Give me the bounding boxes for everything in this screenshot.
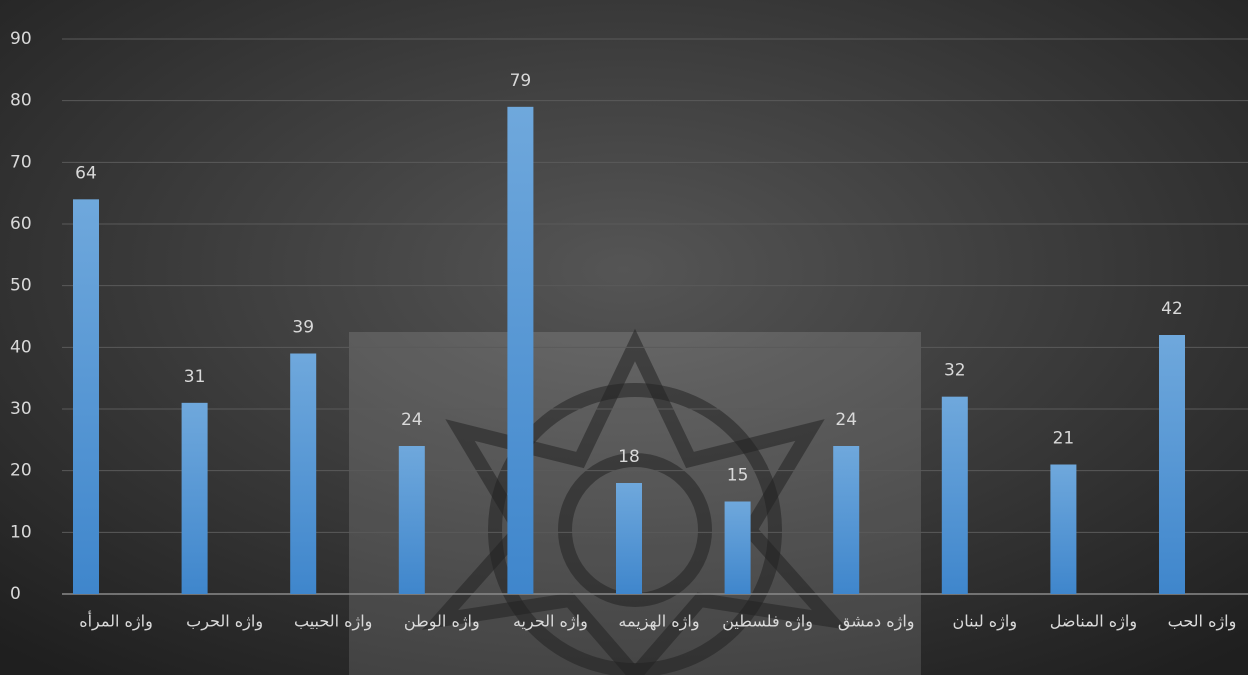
- x-tick-label: واژه الهزيمه: [618, 612, 699, 632]
- y-tick-label: 30: [10, 399, 32, 419]
- bar: [1159, 335, 1185, 594]
- data-label: 24: [401, 410, 423, 430]
- data-label: 24: [835, 410, 857, 430]
- bar: [833, 446, 860, 594]
- x-tick-label: واژه فلسطين: [722, 612, 813, 632]
- data-label: 32: [944, 361, 966, 381]
- data-label: 18: [618, 447, 640, 467]
- watermark-emblem: [421, 328, 849, 675]
- data-label: 39: [292, 318, 314, 338]
- data-label: 31: [184, 367, 206, 387]
- y-tick-label: 50: [10, 276, 32, 296]
- x-tick-label: واژه الحريه: [513, 612, 588, 632]
- bar: [616, 483, 642, 594]
- x-tick-label: واژه المناضل: [1050, 612, 1137, 632]
- y-tick-label: 0: [10, 584, 21, 604]
- data-label: 79: [510, 71, 532, 91]
- x-tick-label: واژه لبنان: [953, 612, 1018, 632]
- bar: [724, 501, 751, 594]
- y-tick-label: 90: [10, 29, 32, 49]
- data-label: 15: [727, 466, 749, 486]
- y-tick-label: 80: [10, 91, 32, 111]
- x-tick-label: واژه الوطن: [404, 612, 480, 632]
- bar: [941, 396, 968, 594]
- data-label: 42: [1161, 299, 1183, 319]
- bar: [507, 106, 534, 594]
- x-tick-label: واژه الحبيب: [294, 612, 372, 632]
- data-label: 21: [1053, 429, 1075, 449]
- x-tick-label: واژه الحب: [1168, 612, 1237, 632]
- bar: [398, 446, 425, 594]
- data-label: 64: [75, 163, 97, 183]
- y-tick-label: 70: [10, 152, 32, 172]
- y-tick-label: 20: [10, 461, 32, 481]
- bar: [1050, 464, 1077, 594]
- y-tick-label: 40: [10, 337, 32, 357]
- x-tick-label: واژه الحرب: [186, 612, 263, 632]
- bar: [73, 199, 99, 595]
- y-tick-label: 60: [10, 214, 32, 234]
- x-tick-label: واژه دمشق: [838, 612, 915, 632]
- y-tick-label: 10: [10, 522, 32, 542]
- x-tick-label: واژه المرأه: [79, 611, 153, 632]
- bar: [181, 402, 208, 594]
- bar: [290, 353, 317, 594]
